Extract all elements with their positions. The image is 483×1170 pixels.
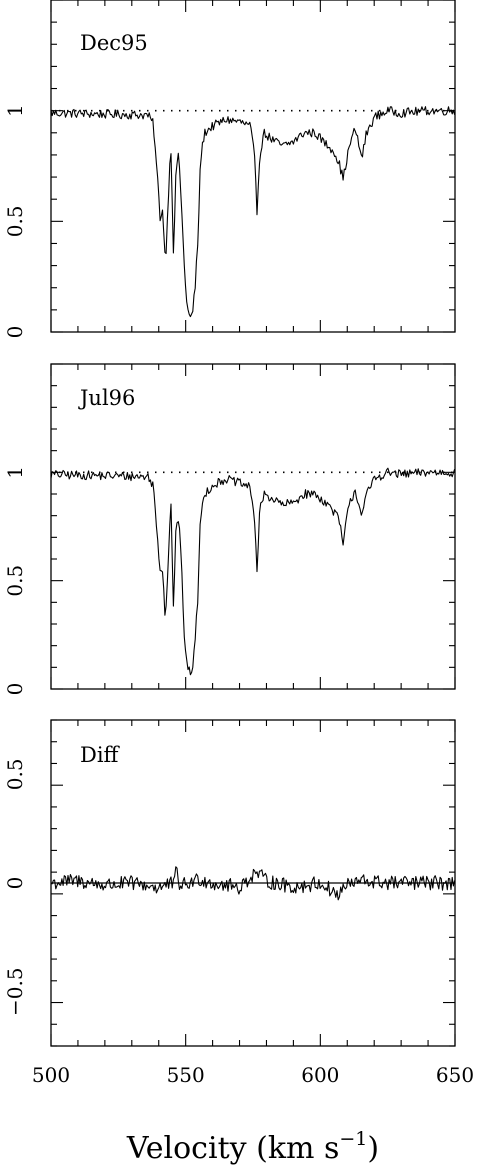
spectrum-line xyxy=(50,866,456,901)
x-tick-label: 500 xyxy=(32,1063,70,1087)
spectrum-line xyxy=(50,106,456,318)
y-tick-label: 0.5 xyxy=(3,758,27,790)
y-tick-label: 0 xyxy=(3,326,27,339)
x-tick-labels: 500 550 600 650 xyxy=(32,1063,474,1087)
x-axis-label-exponent: −1 xyxy=(339,1128,367,1150)
y-tick-label: 0.5 xyxy=(3,205,27,237)
panel-diff: Diff −0.5 0 0.5 xyxy=(3,719,456,1047)
y-tick-label: −0.5 xyxy=(3,967,27,1016)
spectrum-line xyxy=(50,467,456,676)
y-tick-labels: −0.5 0 0.5 xyxy=(3,758,27,1016)
panel-label: Dec95 xyxy=(80,31,148,55)
y-tick-label: 1 xyxy=(3,466,27,479)
x-tick-label: 550 xyxy=(167,1063,205,1087)
y-tick-label: 1 xyxy=(3,104,27,117)
panel-ticks xyxy=(50,363,456,690)
y-tick-label: 0 xyxy=(3,877,27,890)
x-tick-label: 600 xyxy=(301,1063,339,1087)
panel-label: Jul96 xyxy=(78,386,135,410)
panel-frame xyxy=(50,363,456,690)
panel-ticks xyxy=(50,0,456,333)
x-tick-label: 650 xyxy=(436,1063,474,1087)
x-axis-label-main: Velocity (km s xyxy=(126,1131,340,1166)
y-tick-labels: 00.51 xyxy=(3,466,27,695)
panel-ticks xyxy=(50,719,456,1047)
panel-jul96: Jul96 00.51 xyxy=(3,363,456,695)
x-axis-label: Velocity (km s−1) xyxy=(126,1128,379,1166)
x-axis-label-close: ) xyxy=(367,1131,379,1166)
y-tick-label: 0.5 xyxy=(3,565,27,597)
panel-dec95: Dec95 00.51 xyxy=(3,0,456,338)
y-tick-label: 0 xyxy=(3,683,27,696)
panel-frame xyxy=(50,0,456,333)
y-tick-labels: 00.51 xyxy=(3,104,27,338)
panel-label: Diff xyxy=(80,743,121,767)
